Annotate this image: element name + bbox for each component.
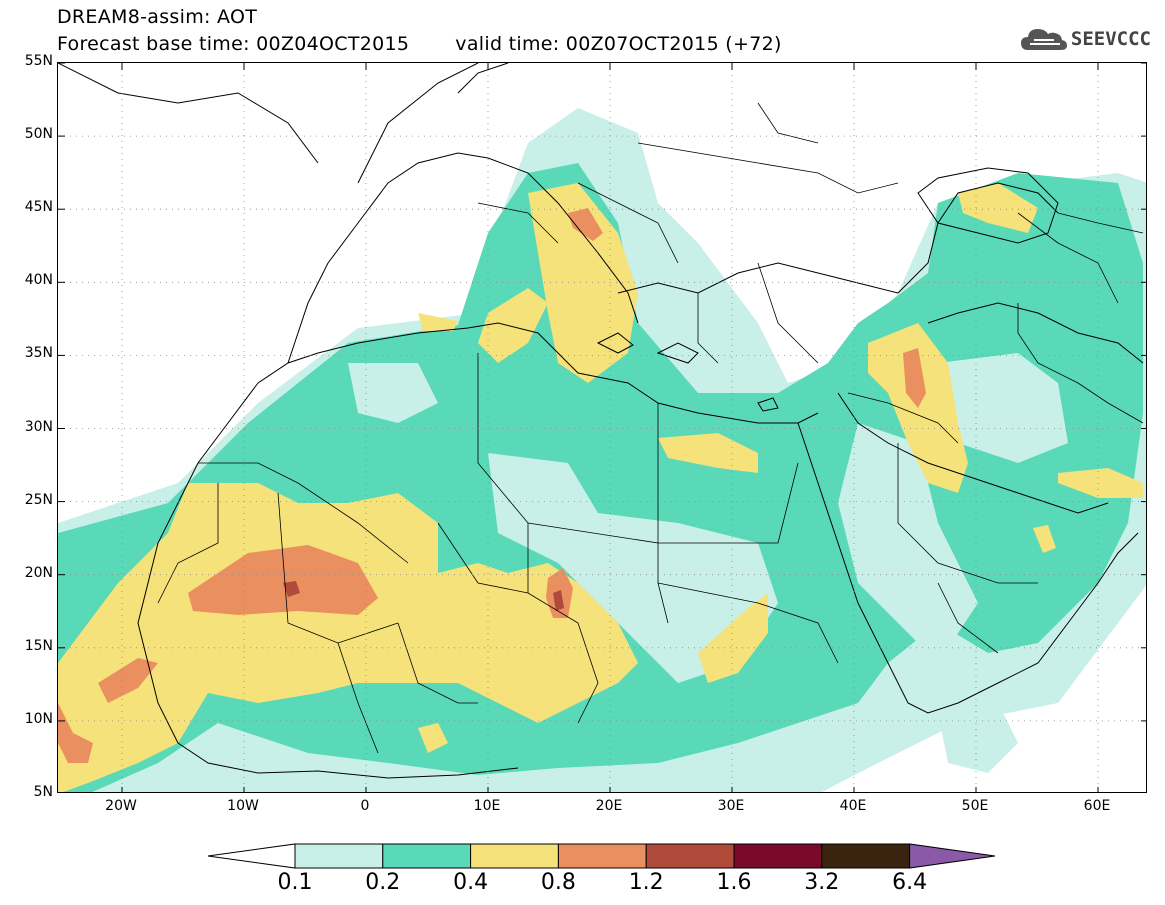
lat-label: 30N [24,418,53,435]
colorbar-swatch [821,843,911,869]
colorbar-swatch [645,843,735,869]
lat-label: 15N [24,637,53,654]
colorbar-label: 3.2 [804,870,840,895]
axis-ticks [58,63,1146,792]
lon-label: 50E [961,798,989,814]
colorbar-label: 0.2 [365,870,401,895]
lon-label: 20W [105,798,137,814]
aot-field-orange [58,208,926,763]
colorbar-label: 1.2 [628,870,664,895]
med-islands [596,332,779,412]
map-title: DREAM8-assim: AOT [57,6,258,28]
lat-label: 40N [24,272,53,289]
lon-label: 60E [1083,798,1111,814]
lat-label: 20N [24,564,53,581]
aot-map [58,63,1146,792]
lon-label: 10E [473,798,501,814]
colorbar-swatch [470,843,559,869]
cloud-icon [1020,29,1067,50]
lat-label: 35N [24,345,53,362]
lat-label: 5N [33,784,53,800]
lat-label: 10N [24,710,53,727]
forecast-times: Forecast base time: 00Z04OCT2015 valid ti… [57,33,782,55]
lon-label: 20E [595,798,623,814]
lat-label: 55N [24,53,53,69]
colorbar-label: 0.8 [540,870,576,895]
valid-time: valid time: 00Z07OCT2015 (+72) [455,33,782,55]
aot-field-yellow [58,183,1143,792]
colorbar-label: 6.4 [892,870,928,895]
country-borders [157,102,1144,754]
colorbar-swatch [557,843,647,869]
lat-label: 50N [24,126,53,143]
colorbar-under-arrow [207,843,296,869]
aot-field-red [283,581,564,611]
lon-label: 10W [227,798,259,814]
lon-label: 30E [717,798,745,814]
aot-field-light-holes [348,353,1068,773]
colorbar-swatch [382,843,472,869]
lat-label: 45N [24,199,53,216]
colorbar-label: 0.1 [277,870,313,895]
lon-label: 0 [360,798,370,814]
colorbar-label: 0.4 [453,870,489,895]
lon-label: 40E [839,798,867,814]
colorbar-label: 1.6 [716,870,752,895]
logo-text: SEEVCCC [1070,28,1151,50]
map-area [57,62,1147,793]
colorbar-swatch [294,843,384,869]
lat-label: 25N [24,491,53,508]
base-time: Forecast base time: 00Z04OCT2015 [57,33,410,55]
colorbar-swatch [733,843,823,869]
seevccc-logo: SEEVCCC [1020,26,1151,52]
coastlines [58,63,1144,779]
colorbar-over-arrow [909,843,996,869]
